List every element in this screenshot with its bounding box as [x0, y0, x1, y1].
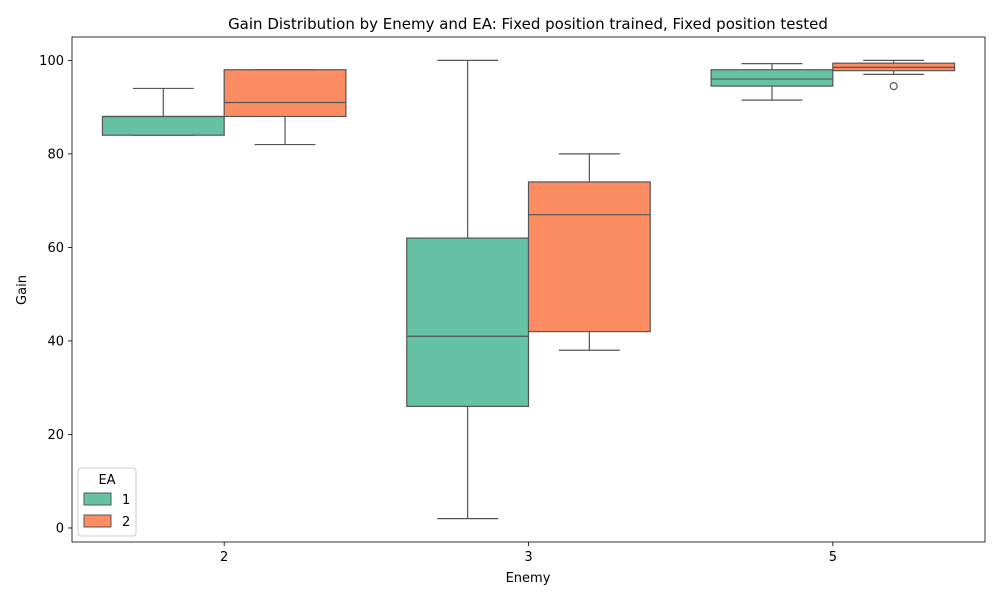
y-tick-label-80: 80	[47, 147, 64, 162]
legend-label-ea-1: 1	[122, 493, 130, 508]
y-tick-label-0: 0	[56, 521, 64, 536]
outlier-ea-2-enemy-5-0	[889, 81, 898, 91]
y-axis-label: Gain	[15, 275, 30, 305]
legend-swatch-ea-2	[83, 514, 112, 528]
x-tick-label-2: 2	[220, 550, 228, 565]
y-tick-label-100: 100	[39, 54, 64, 69]
chart-title: Gain Distribution by Enemy and EA: Fixed…	[228, 15, 828, 33]
y-axis: 0 20 40 60 80 100	[39, 54, 72, 536]
plot-area	[101, 59, 956, 520]
box-ea-2-enemy-3	[527, 181, 651, 333]
x-tick-label-5: 5	[829, 550, 837, 565]
legend: EA 1 2	[77, 467, 137, 537]
legend-title: EA	[98, 473, 115, 488]
box-ea-1-enemy-2	[101, 115, 225, 136]
legend-swatch-ea-1	[83, 492, 112, 506]
x-tick-label-3: 3	[524, 550, 532, 565]
legend-label-ea-2: 2	[122, 515, 130, 530]
y-tick-label-20: 20	[47, 428, 64, 443]
y-tick-label-40: 40	[47, 334, 64, 349]
x-axis-label: Enemy	[506, 571, 551, 586]
box-ea-2-enemy-2	[223, 69, 347, 118]
box-ea-1-enemy-3	[406, 237, 530, 407]
y-tick-label-60: 60	[47, 241, 64, 256]
x-axis: 2 3 5	[220, 542, 837, 565]
box-ea-1-enemy-5	[710, 69, 834, 87]
